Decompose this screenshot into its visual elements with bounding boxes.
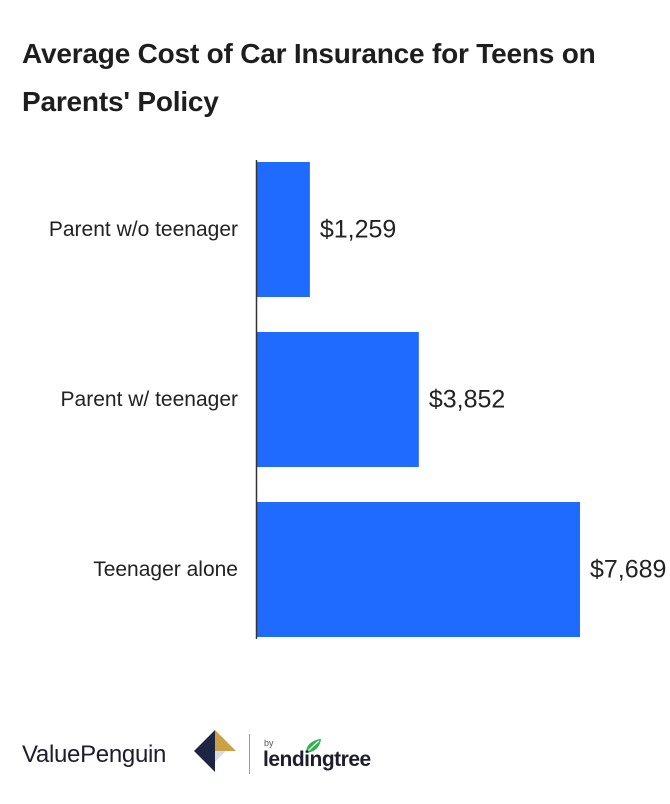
bar-parent-w-o-teenager (257, 162, 310, 297)
valuepenguin-wordmark: ValuePenguin (22, 741, 167, 768)
category-label-parent-w-teenager: Parent w/ teenager (61, 388, 238, 411)
valuepenguin-logo-icon (194, 730, 236, 772)
chart-title: Average Cost of Car Insurance for Teens … (22, 38, 596, 117)
lendingtree-wordmark: lendingtree (263, 748, 371, 771)
brand-divider (249, 734, 250, 774)
brand-footer: ValuePenguin by lendingtree (22, 728, 442, 778)
bar-parent-w-teenager (257, 332, 419, 467)
lendingtree-leaf-icon (306, 739, 321, 753)
category-label-parent-w-o-teenager: Parent w/o teenager (49, 218, 238, 241)
value-label-parent-w-teenager: $3,852 (429, 386, 505, 414)
category-label-teenager-alone: Teenager alone (93, 558, 238, 581)
value-label-parent-w-o-teenager: $1,259 (320, 216, 396, 244)
bar-teenager-alone (257, 502, 580, 637)
value-label-teenager-alone: $7,689 (590, 556, 666, 584)
brand-by-text: by (264, 738, 274, 748)
